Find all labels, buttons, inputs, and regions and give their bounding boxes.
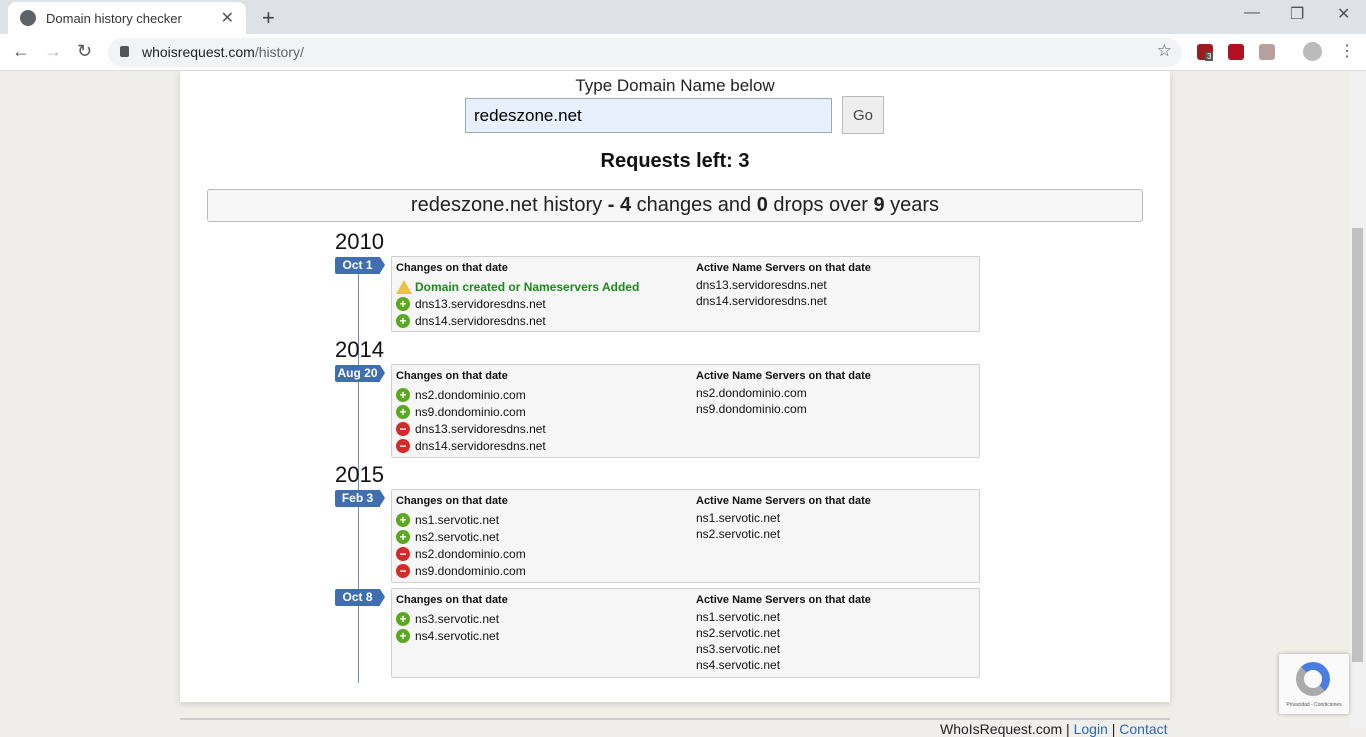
tab-title: Domain history checker	[46, 10, 182, 26]
add-icon: +	[396, 628, 410, 643]
timeline-line	[358, 271, 359, 683]
add-icon: +	[396, 296, 410, 311]
active-nameserver: ns3.servotic.net	[696, 642, 781, 656]
active-ns-header: Active Name Servers on that date	[696, 370, 871, 382]
forward-icon[interactable]: →	[44, 41, 62, 61]
change-item: + ns3.servotic.net	[396, 610, 508, 627]
remove-icon: −	[396, 563, 410, 578]
lock-icon	[120, 46, 129, 57]
change-entry: Changes on that date Domain created or Na…	[391, 256, 980, 332]
history-summary: redeszone.net history - 4 changes and 0 …	[207, 189, 1143, 222]
close-tab-icon[interactable]: ✕	[220, 10, 234, 27]
login-link[interactable]: Login	[1073, 721, 1108, 737]
remove-icon: −	[396, 546, 410, 561]
footer-divider	[180, 718, 1170, 720]
recaptcha-logo	[1296, 662, 1330, 696]
back-icon[interactable]: ←	[12, 41, 30, 61]
date-tag: Feb 3	[335, 490, 385, 507]
change-entry: Changes on that date + ns2.dondominio.com +…	[391, 364, 980, 458]
warning-icon	[396, 279, 412, 294]
change-item: + dns14.servidoresdns.net	[396, 312, 639, 329]
change-item: + ns1.servotic.net	[396, 511, 526, 528]
active-ns-header: Active Name Servers on that date	[696, 495, 871, 507]
active-ns-header: Active Name Servers on that date	[696, 262, 871, 274]
go-button[interactable]: Go	[842, 96, 884, 134]
change-item: + ns2.servotic.net	[396, 528, 526, 545]
shield-extension-icon[interactable]	[1228, 44, 1244, 60]
active-ns-header: Active Name Servers on that date	[696, 594, 871, 606]
main-content: Type Domain Name below Go Requests left:…	[180, 71, 1170, 702]
active-nameserver: ns2.servotic.net	[696, 527, 781, 541]
extension-badge: 3	[1205, 52, 1214, 61]
change-item: + ns9.dondominio.com	[396, 403, 546, 420]
browser-toolbar: ← → ↻ whoisrequest.com/history/ ☆ 3 ⋮	[0, 34, 1366, 71]
requests-left: Requests left: 3	[600, 150, 750, 172]
add-icon: +	[396, 611, 410, 626]
input-label: Type Domain Name below	[575, 76, 775, 95]
change-item: − ns2.dondominio.com	[396, 545, 526, 562]
add-icon: +	[396, 529, 410, 544]
active-nameserver: ns1.servotic.net	[696, 610, 781, 624]
add-icon: +	[396, 404, 410, 419]
active-nameserver: ns2.dondominio.com	[696, 386, 807, 400]
browser-tab[interactable]: Domain history checker ✕	[8, 2, 246, 34]
change-item: + ns2.dondominio.com	[396, 386, 546, 403]
add-icon: +	[396, 512, 410, 527]
footer: WhoIsRequest.com | Login | Contact Us	[940, 721, 1170, 737]
changes-header: Changes on that date	[396, 370, 508, 382]
globe-icon	[20, 10, 36, 26]
recaptcha-badge[interactable]: Privacidad - Condiciones	[1279, 654, 1349, 714]
reload-icon[interactable]: ↻	[77, 41, 93, 61]
restore-button[interactable]: ❐	[1290, 6, 1305, 23]
change-item: − ns9.dondominio.com	[396, 562, 526, 579]
active-nameserver: dns13.servidoresdns.net	[696, 278, 827, 292]
change-item: + ns4.servotic.net	[396, 627, 508, 644]
remove-icon: −	[396, 438, 410, 453]
profile-avatar[interactable]	[1303, 42, 1322, 61]
active-nameserver: ns2.servotic.net	[696, 626, 781, 640]
new-tab-button[interactable]: +	[262, 5, 275, 30]
date-tag: Oct 1	[335, 257, 385, 274]
bookmark-star-icon[interactable]: ☆	[1156, 41, 1172, 60]
close-window-button[interactable]: ✕	[1337, 6, 1351, 23]
change-entry: Changes on that date + ns1.servotic.net + ns…	[391, 489, 980, 583]
minimize-button[interactable]: —	[1244, 4, 1260, 21]
domain-input[interactable]	[465, 98, 832, 133]
scrollbar-thumb[interactable]	[1352, 228, 1363, 662]
year-heading: 2015	[335, 462, 384, 487]
active-nameserver: dns14.servidoresdns.net	[696, 294, 827, 308]
change-item: + dns13.servidoresdns.net	[396, 295, 639, 312]
year-heading: 2010	[335, 229, 384, 254]
remove-icon: −	[396, 421, 410, 436]
menu-icon[interactable]: ⋮	[1339, 43, 1355, 60]
change-item: − dns14.servidoresdns.net	[396, 437, 546, 454]
change-entry: Changes on that date + ns3.servotic.net + ns…	[391, 588, 980, 678]
changes-header: Changes on that date	[396, 495, 508, 507]
changes-header: Changes on that date	[396, 262, 508, 274]
pdf-extension-icon[interactable]	[1259, 44, 1275, 60]
ublock-extension-icon[interactable]: 3	[1197, 44, 1214, 61]
date-tag: Aug 20	[335, 365, 385, 382]
active-nameserver: ns9.dondominio.com	[696, 402, 807, 416]
changes-header: Changes on that date	[396, 594, 508, 606]
year-heading: 2014	[335, 337, 384, 362]
tab-bar: Domain history checker ✕ + — ❐ ✕	[0, 0, 1366, 34]
add-icon: +	[396, 387, 410, 402]
address-bar[interactable]: whoisrequest.com/history/ ☆	[108, 38, 1182, 67]
active-nameserver: ns4.servotic.net	[696, 658, 781, 672]
scrollbar[interactable]	[1350, 71, 1366, 728]
active-nameserver: ns1.servotic.net	[696, 511, 781, 525]
url-path: /history/	[254, 44, 304, 60]
contact-link[interactable]: Contact Us	[1119, 721, 1170, 737]
change-item: Domain created or Nameservers Added	[396, 278, 639, 295]
add-icon: +	[396, 313, 410, 328]
change-item: − dns13.servidoresdns.net	[396, 420, 546, 437]
date-tag: Oct 8	[335, 589, 385, 606]
url-host: whoisrequest.com	[142, 44, 255, 60]
